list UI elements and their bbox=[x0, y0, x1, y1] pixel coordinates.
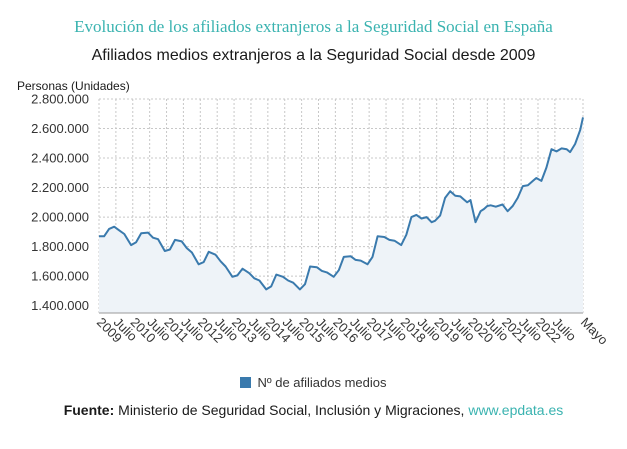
source-note: Fuente: Ministerio de Seguridad Social, … bbox=[0, 402, 627, 418]
chart-subtitle: Afiliados medios extranjeros a la Seguri… bbox=[91, 47, 536, 64]
chart-plot: 1.400.000 1.600.000 1.800.000 2.000.000 2.20… bbox=[31, 92, 611, 348]
y-tick-label: 2.600.000 bbox=[31, 121, 89, 136]
legend-swatch bbox=[240, 377, 252, 388]
y-tick-label: 2.800.000 bbox=[31, 92, 89, 107]
series-area bbox=[99, 117, 583, 314]
chart-title: Evolución de los afiliados extranjeros a… bbox=[74, 17, 553, 36]
legend-label: Nº de afiliados medios bbox=[257, 375, 387, 390]
source-link[interactable]: www.epdata.es bbox=[468, 402, 564, 418]
source-label: Fuente: bbox=[63, 402, 115, 418]
y-tick-label: 1.600.000 bbox=[31, 269, 89, 284]
y-tick-label: 2.400.000 bbox=[31, 151, 89, 166]
y-tick-label: 1.400.000 bbox=[31, 298, 89, 313]
x-tick-label: Mayo bbox=[578, 315, 611, 348]
y-tick-label: 2.200.000 bbox=[31, 180, 89, 195]
x-axis-ticks: 2009Julio2010Julio2011Julio2012Julio2013… bbox=[94, 315, 611, 348]
legend[interactable]: Nº de afiliados medios bbox=[0, 375, 627, 390]
source-text: Ministerio de Seguridad Social, Inclusió… bbox=[114, 402, 469, 418]
y-tick-label: 1.800.000 bbox=[31, 239, 89, 254]
y-tick-label: 2.000.000 bbox=[31, 210, 89, 225]
series-line bbox=[99, 117, 584, 291]
y-axis-ticks: 1.400.000 1.600.000 1.800.000 2.000.000 2.20… bbox=[31, 92, 89, 314]
y-axis-label: Personas (Unidades) bbox=[17, 79, 130, 93]
